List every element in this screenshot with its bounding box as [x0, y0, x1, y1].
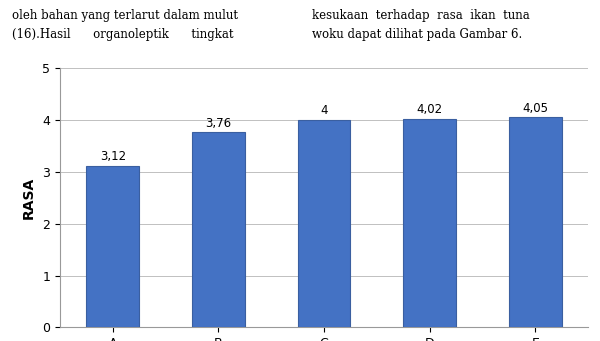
Bar	[509, 117, 562, 327]
Bar	[403, 119, 456, 327]
Y-axis label: RASA: RASA	[22, 177, 35, 219]
Text: 4: 4	[320, 104, 328, 117]
Text: 4,02: 4,02	[416, 103, 443, 116]
Text: 3,12: 3,12	[100, 150, 126, 163]
Text: 4,05: 4,05	[522, 102, 548, 115]
Text: oleh bahan yang terlarut dalam mulut
(16).Hasil      organoleptik      tingkat: oleh bahan yang terlarut dalam mulut (16…	[12, 9, 238, 41]
Text: 3,76: 3,76	[205, 117, 232, 130]
Bar	[86, 166, 139, 327]
Text: kesukaan  terhadap  rasa  ikan  tuna
woku dapat dilihat pada Gambar 6.: kesukaan terhadap rasa ikan tuna woku da…	[312, 9, 530, 41]
Bar	[298, 120, 350, 327]
Bar	[192, 132, 245, 327]
